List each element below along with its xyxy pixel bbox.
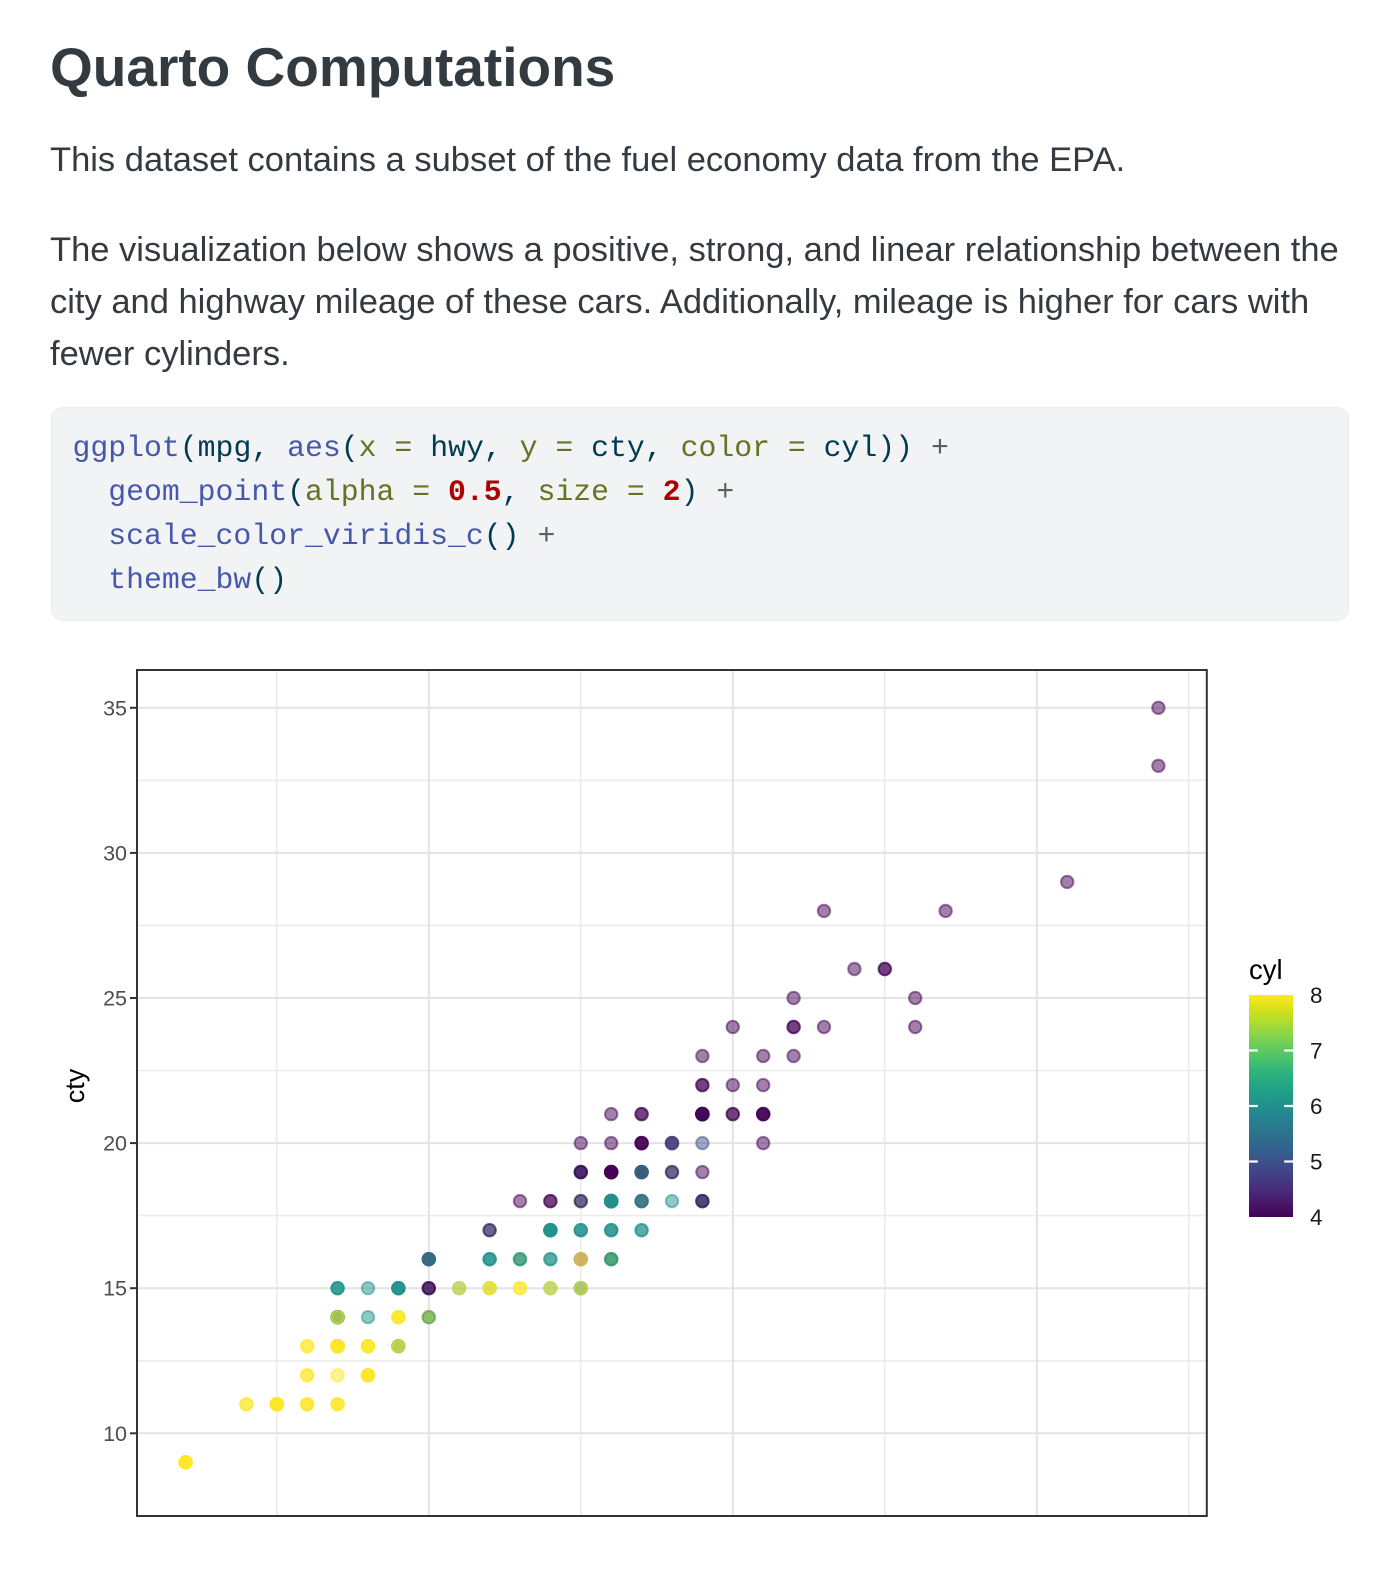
svg-text:25: 25 [103,987,127,1011]
svg-text:cty: cty [60,1068,90,1103]
svg-text:10: 10 [103,1422,127,1446]
svg-text:6: 6 [1310,1094,1323,1119]
svg-text:cyl: cyl [1249,954,1283,985]
svg-text:7: 7 [1310,1039,1323,1064]
svg-text:4: 4 [1310,1205,1323,1230]
svg-text:5: 5 [1310,1150,1323,1175]
svg-text:15: 15 [103,1277,127,1301]
svg-text:20: 20 [103,1132,127,1156]
svg-text:30: 30 [103,841,127,865]
svg-text:35: 35 [103,696,127,720]
svg-text:8: 8 [1310,983,1323,1008]
